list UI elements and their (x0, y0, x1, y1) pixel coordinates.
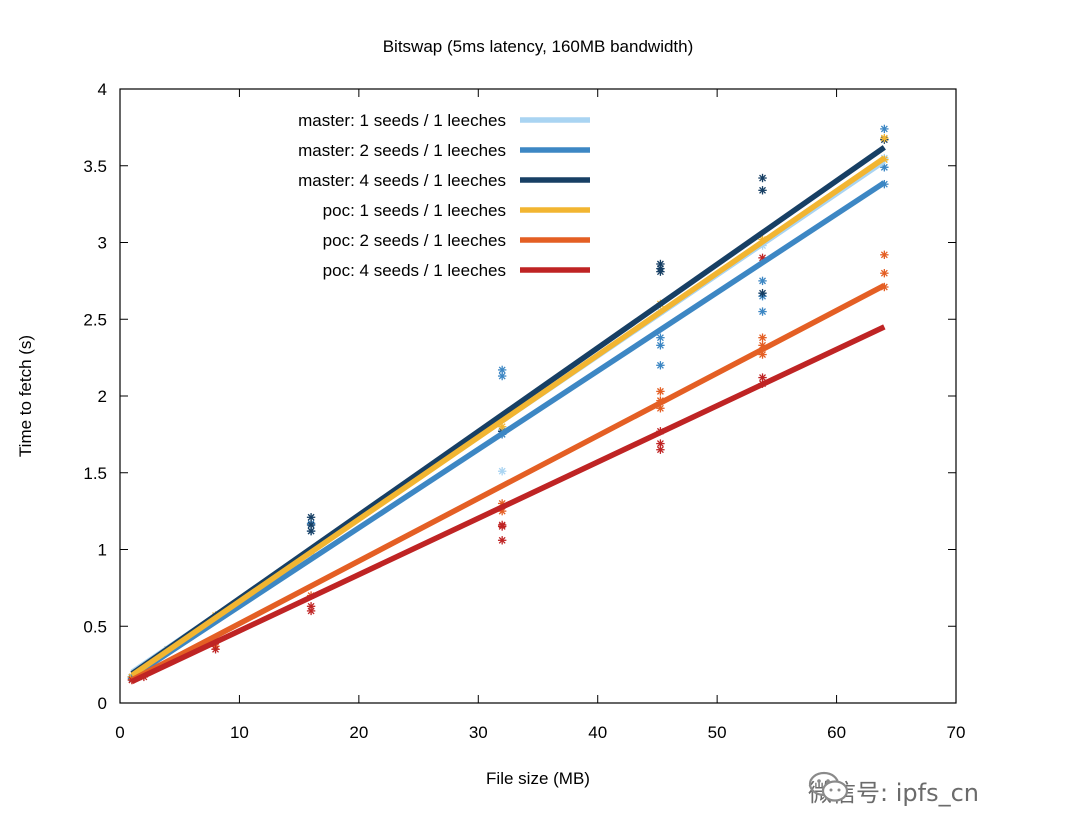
data-point-series-6 (497, 536, 507, 545)
y-tick-label: 2.5 (83, 310, 107, 329)
y-tick-label: 1.5 (83, 464, 107, 483)
marker-stroke (759, 351, 766, 359)
series-line-6 (130, 324, 886, 684)
data-point-series-4 (880, 133, 889, 143)
data-point-series-3 (758, 173, 767, 183)
marker-stroke (307, 527, 315, 535)
marker-stroke (759, 374, 766, 382)
x-tick-label: 50 (708, 723, 727, 742)
x-tick-label: 10 (230, 723, 249, 742)
x-axis-label: File size (MB) (486, 769, 590, 788)
data-point-series-6 (306, 602, 316, 611)
x-tick-label: 70 (947, 723, 966, 742)
legend-label-2: master: 2 seeds / 1 leeches (298, 141, 506, 160)
data-point-series-5 (758, 333, 767, 342)
marker-stroke (759, 334, 766, 342)
legend-label-5: poc: 2 seeds / 1 leeches (323, 231, 506, 250)
marker-stroke (656, 334, 664, 342)
data-point-series-2 (497, 365, 507, 375)
marker-stroke (880, 251, 888, 259)
y-tick-label: 4 (98, 80, 107, 99)
y-tick-label: 3.5 (83, 157, 107, 176)
marker-stroke (759, 277, 766, 285)
marker-stroke (759, 254, 766, 262)
marker-stroke (656, 440, 664, 448)
marker-stroke (656, 404, 664, 412)
data-point-series-3 (758, 186, 767, 195)
marker-stroke (656, 341, 664, 349)
watermark: 微信号: ipfs_cn (808, 770, 979, 810)
y-tick-label: 0 (98, 694, 107, 713)
data-point-series-6 (656, 439, 665, 448)
y-tick-label: 2 (98, 387, 107, 406)
marker-stroke (212, 645, 220, 653)
marker-stroke (498, 536, 506, 544)
y-tick-label: 3 (98, 234, 107, 253)
data-point-series-2 (758, 276, 767, 286)
series-line-4 (130, 155, 886, 678)
x-tick-label: 40 (588, 723, 607, 742)
marker-stroke (880, 125, 888, 133)
marker-stroke (759, 174, 766, 182)
marker-stroke (656, 387, 664, 395)
data-point-series-6 (497, 520, 507, 530)
data-point-series-3 (758, 288, 767, 298)
marker-stroke (880, 163, 888, 171)
data-point-series-6 (758, 373, 767, 382)
data-point-series-3 (306, 513, 316, 522)
chart-title: Bitswap (5ms latency, 160MB bandwidth) (383, 37, 694, 56)
series-line-5 (130, 283, 886, 683)
marker-stroke (656, 361, 664, 369)
x-tick-label: 30 (469, 723, 488, 742)
data-point-series-5 (656, 387, 665, 396)
legend-label-6: poc: 4 seeds / 1 leeches (323, 261, 506, 280)
marker-stroke (880, 269, 888, 277)
legend-label-4: poc: 1 seeds / 1 leeches (323, 201, 506, 220)
marker-stroke (656, 446, 664, 454)
wechat-icon (808, 771, 849, 802)
marker-stroke (759, 289, 766, 297)
data-point-series-2 (656, 361, 665, 370)
marker-stroke (880, 134, 888, 142)
data-point-series-5 (880, 269, 889, 278)
y-tick-label: 0.5 (83, 617, 107, 636)
legend-label-3: master: 4 seeds / 1 leeches (298, 171, 506, 190)
marker-stroke (498, 521, 506, 529)
x-tick-label: 60 (827, 723, 846, 742)
data-point-series-2 (880, 163, 889, 172)
marker-stroke (307, 521, 315, 529)
marker-stroke (498, 366, 506, 374)
data-point-series-2 (656, 341, 665, 350)
data-point-series-1 (497, 467, 507, 476)
legend-label-1: master: 1 seeds / 1 leeches (298, 111, 506, 130)
data-point-series-2 (758, 307, 767, 316)
marker-stroke (759, 308, 766, 316)
marker-stroke (307, 513, 315, 521)
data-point-series-2 (880, 124, 889, 134)
data-point-series-3 (306, 526, 316, 536)
marker-stroke (498, 467, 506, 475)
y-axis-label: Time to fetch (s) (16, 335, 35, 457)
data-point-series-6 (211, 645, 220, 654)
series-line-2 (130, 180, 886, 680)
marker-stroke (656, 265, 664, 273)
x-tick-label: 20 (349, 723, 368, 742)
marker-stroke (498, 423, 506, 431)
data-point-series-2 (656, 333, 665, 342)
marker-stroke (498, 372, 506, 380)
marker-stroke (307, 602, 315, 610)
y-tick-label: 1 (98, 541, 107, 560)
x-tick-label: 0 (115, 723, 124, 742)
data-point-series-3 (656, 264, 665, 273)
marker-stroke (759, 186, 766, 194)
data-point-series-5 (880, 250, 889, 259)
